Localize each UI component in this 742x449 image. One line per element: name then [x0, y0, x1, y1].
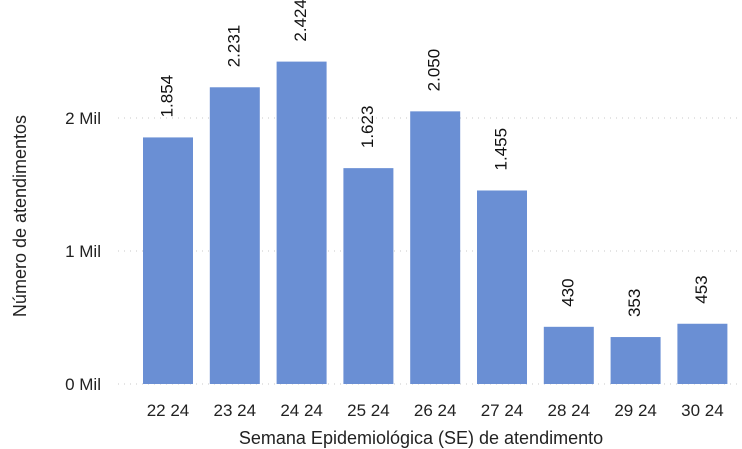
bar — [610, 337, 661, 384]
bars-layer — [143, 61, 728, 384]
bar — [477, 190, 527, 384]
data-label: 430 — [558, 278, 577, 306]
bar — [143, 137, 193, 384]
bar — [276, 61, 327, 384]
bar — [343, 168, 394, 384]
bar — [543, 326, 594, 384]
x-tick-label: 24 24 — [280, 401, 323, 420]
x-tick-labels: 22 24 23 24 24 24 25 24 26 24 27 24 28 24 29 24… — [147, 401, 724, 420]
data-label: 2.050 — [425, 49, 444, 92]
data-label: 2.424 — [291, 0, 310, 42]
x-tick-label: 30 24 — [681, 401, 724, 420]
x-tick-label: 23 24 — [214, 401, 257, 420]
data-label: 1.623 — [358, 106, 377, 149]
y-axis-title: Número de atendimentos — [10, 115, 30, 317]
x-axis-title: Semana Epidemiológica (SE) de atendiment… — [239, 428, 603, 448]
data-label: 2.231 — [224, 25, 243, 68]
bar — [410, 111, 461, 384]
data-labels: 1.854 2.231 2.424 1.623 2.050 1.455 430 353 453 — [157, 0, 710, 317]
data-label: 1.854 — [157, 75, 176, 118]
x-tick-label: 27 24 — [481, 401, 524, 420]
x-tick-label: 22 24 — [147, 401, 190, 420]
data-label: 453 — [692, 275, 711, 303]
data-label: 1.455 — [491, 128, 510, 171]
x-tick-label: 29 24 — [614, 401, 657, 420]
x-tick-label: 26 24 — [414, 401, 457, 420]
x-tick-label: 28 24 — [548, 401, 591, 420]
bar — [677, 323, 728, 384]
bar — [209, 87, 260, 384]
y-tick-label: 1 Mil — [65, 242, 101, 261]
x-tick-label: 25 24 — [347, 401, 390, 420]
data-label: 353 — [625, 289, 644, 317]
y-tick-label: 2 Mil — [65, 109, 101, 128]
y-tick-label: 0 Mil — [65, 375, 101, 394]
y-tick-labels: 0 Mil 1 Mil 2 Mil — [65, 109, 101, 394]
